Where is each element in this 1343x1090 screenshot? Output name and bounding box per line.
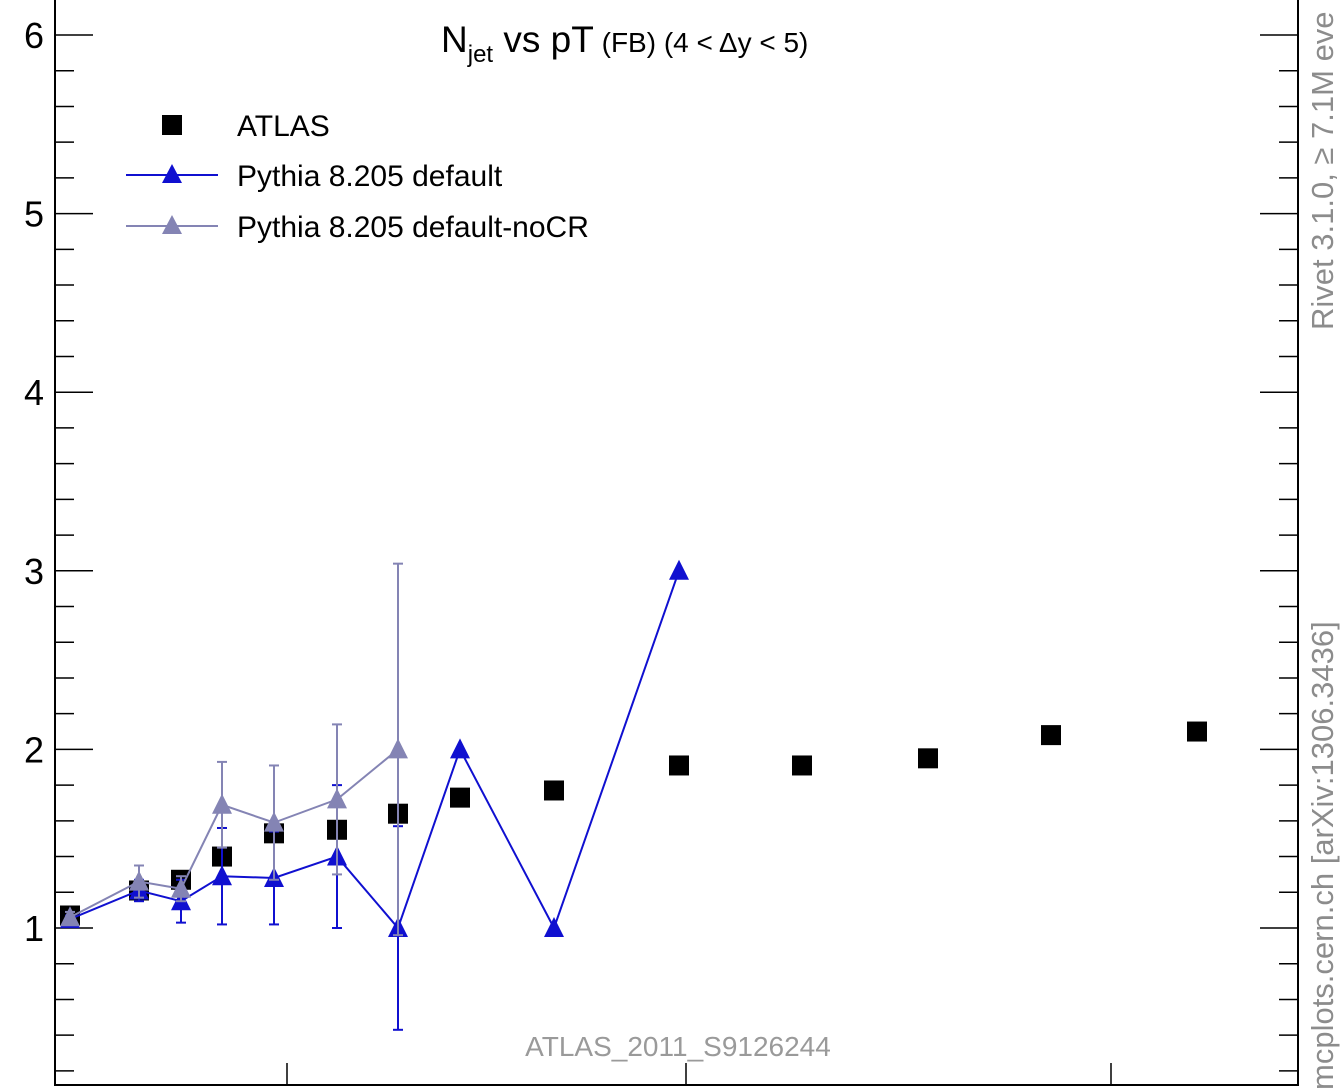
y-axis-ticks — [55, 0, 1298, 1072]
plot-border — [54, 0, 1299, 1086]
data-point — [388, 738, 408, 759]
data-point — [669, 559, 689, 580]
data-point — [264, 811, 284, 832]
y-tick-label: 6 — [24, 15, 44, 56]
mcplots-source-label: mcplots.cern.ch [arXiv:1306.3436] — [1305, 621, 1340, 1090]
series-0 — [60, 721, 1207, 926]
y-axis-tick-labels: 1 2 3 4 5 6 — [24, 15, 44, 949]
legend-label-atlas: ATLAS — [237, 110, 330, 143]
series-1 — [60, 559, 689, 1031]
data-point — [212, 865, 232, 886]
legend-entry-atlas: ATLAS — [162, 110, 330, 143]
legend: ATLAS Pythia 8.205 default Pythia 8.205 … — [126, 110, 589, 244]
data-point — [918, 748, 938, 769]
legend-label-pythia-default: Pythia 8.205 default — [237, 160, 503, 193]
data-point — [327, 788, 347, 809]
x-axis-ticks — [286, 1063, 1112, 1085]
y-tick-label: 3 — [24, 551, 44, 592]
series-line — [69, 570, 680, 931]
plot-frame — [54, 0, 1299, 1086]
rivet-version-label: Rivet 3.1.0, ≥ 7.1M eve — [1305, 11, 1340, 330]
data-point — [669, 755, 689, 776]
legend-marker-pythia-default — [162, 164, 182, 183]
data-point — [60, 906, 80, 927]
y-tick-label: 4 — [24, 372, 44, 413]
data-point — [171, 877, 191, 898]
data-point — [1041, 725, 1061, 746]
data-point — [544, 917, 564, 937]
data-point — [792, 755, 812, 776]
legend-label-pythia-nocr: Pythia 8.205 default-noCR — [237, 211, 589, 244]
series-layer — [60, 559, 1207, 1031]
analysis-watermark: ATLAS_2011_S9126244 — [525, 1031, 831, 1062]
legend-marker-pythia-nocr — [162, 215, 182, 234]
series-2 — [60, 562, 408, 937]
data-point — [450, 787, 470, 808]
y-tick-label: 2 — [24, 729, 44, 770]
data-point — [544, 780, 564, 801]
legend-entry-pythia-default: Pythia 8.205 default — [126, 160, 503, 193]
data-point — [450, 738, 470, 759]
series-line — [69, 748, 399, 919]
y-tick-label: 5 — [24, 194, 44, 235]
data-point — [1187, 721, 1207, 742]
legend-marker-atlas — [162, 115, 182, 135]
chart-title: Njet vs pT (FB) (4 < Δy < 5) — [441, 19, 808, 68]
legend-entry-pythia-nocr: Pythia 8.205 default-noCR — [126, 211, 589, 244]
data-point — [129, 870, 149, 891]
y-tick-label: 1 — [24, 908, 44, 949]
data-point — [212, 793, 232, 814]
